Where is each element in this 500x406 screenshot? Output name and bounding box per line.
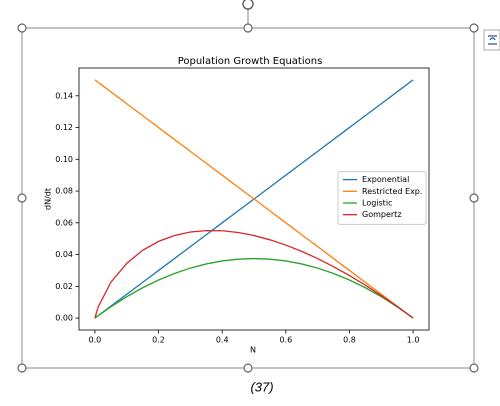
plot-area — [78, 67, 430, 331]
x-tick-label: 0.4 — [216, 336, 229, 345]
x-tick-label: 1.0 — [407, 336, 420, 345]
x-tick-label: 0.6 — [279, 336, 292, 345]
resize-handle[interactable] — [469, 23, 479, 33]
legend-label: Restricted Exp. — [362, 187, 422, 196]
legend-box — [337, 171, 427, 225]
series-line — [94, 229, 414, 319]
resize-handle[interactable] — [243, 363, 253, 373]
layout-options-button[interactable] — [483, 29, 500, 51]
resize-handle[interactable] — [17, 193, 27, 203]
y-tick-label: 0.08 — [55, 187, 73, 196]
y-tick-label: 0.02 — [55, 282, 73, 291]
resize-handle[interactable] — [469, 193, 479, 203]
x-axis-label: N — [250, 346, 256, 355]
legend-label: Logistic — [362, 199, 392, 208]
y-tick-label: 0.06 — [55, 218, 73, 227]
y-tick-label: 0.10 — [55, 155, 73, 164]
y-tick-label: 0.12 — [55, 123, 73, 132]
y-tick-label: 0.14 — [55, 91, 73, 100]
x-tick-label: 0.2 — [152, 336, 165, 345]
legend-label: Gompertz — [362, 210, 402, 219]
series-line — [94, 79, 414, 319]
resize-handle[interactable] — [17, 23, 27, 33]
y-tick-label: 0.04 — [55, 250, 73, 259]
resize-handle[interactable] — [243, 23, 253, 33]
rotate-handle[interactable] — [242, 0, 254, 10]
resize-handle[interactable] — [17, 363, 27, 373]
y-tick-label: 0.00 — [55, 314, 73, 323]
chart-title: Population Growth Equations — [178, 56, 323, 67]
resize-handle[interactable] — [469, 363, 479, 373]
y-axis-label: dN/dt — [44, 188, 53, 210]
series-line — [94, 79, 414, 319]
legend-label: Exponential — [362, 175, 409, 184]
x-tick-label: 0.0 — [89, 336, 102, 345]
series-line — [94, 257, 414, 319]
x-tick-label: 0.8 — [343, 336, 356, 345]
equation-number: (37) — [250, 379, 273, 394]
